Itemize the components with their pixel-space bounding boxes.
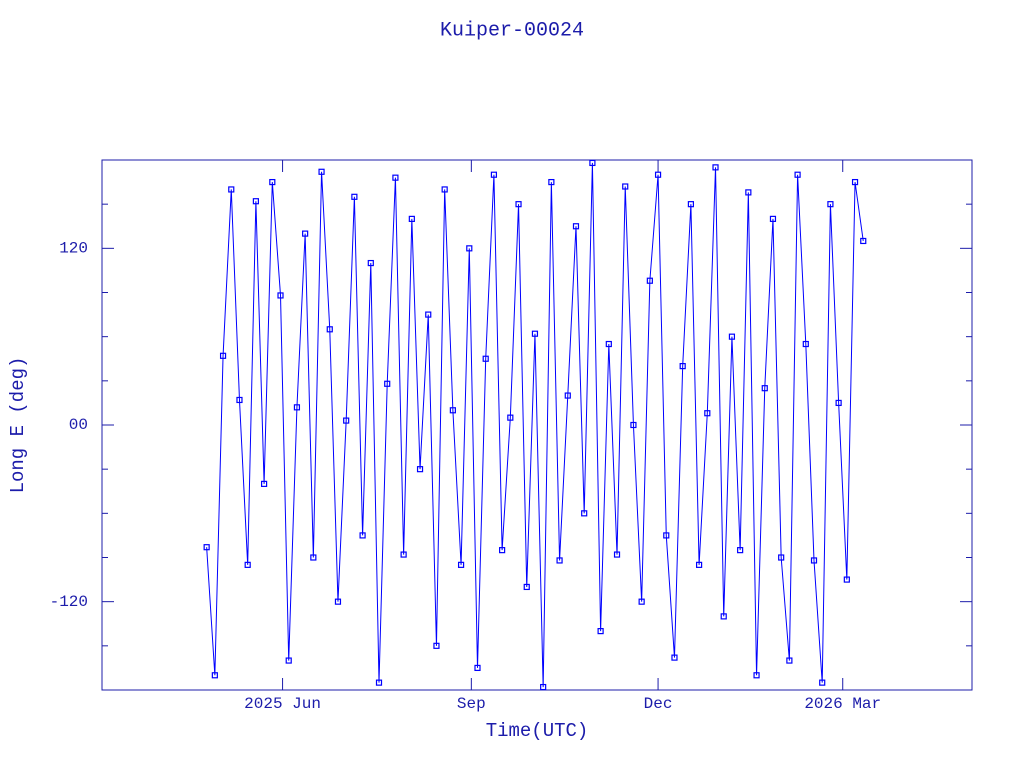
data-marker [794,171,801,178]
data-marker [457,561,465,568]
data-marker [277,292,284,299]
data-marker [851,178,859,186]
data-marker [802,340,809,348]
data-marker [310,554,317,561]
data-marker [318,168,325,175]
data-marker [712,164,719,171]
data-marker [589,159,596,167]
data-marker [351,193,358,200]
data-marker [359,532,366,539]
x-tick-label: 2026 Mar [804,695,881,713]
data-marker [416,466,424,473]
data-marker [211,672,218,679]
y-tick-label: 120 [59,240,88,258]
data-marker [433,642,440,649]
y-axis-label: Long E (deg) [7,357,29,494]
data-marker [843,576,850,583]
data-marker [302,230,309,237]
data-marker [367,259,374,267]
data-marker [400,551,407,558]
data-marker [622,183,629,190]
data-marker [704,410,711,417]
data-marker [548,178,555,186]
data-marker [613,551,621,558]
data-marker [695,561,703,568]
data-marker [343,417,350,424]
chart-title: Kuiper-00024 [440,19,584,42]
data-marker [408,215,415,222]
data-marker [252,198,259,205]
data-marker [425,311,432,318]
data-marker [597,628,604,635]
data-marker [260,480,268,487]
data-marker [244,561,251,568]
data-marker [466,245,473,252]
data-marker [556,557,563,564]
data-line [206,162,864,688]
data-marker [515,201,522,208]
data-marker [441,186,448,193]
data-marker [507,414,514,421]
x-tick-label: Sep [457,695,486,713]
data-marker [630,421,637,429]
data-marker [482,355,489,362]
data-marker [786,657,793,664]
data-marker [761,385,768,392]
x-tick-label: Dec [644,695,673,713]
data-marker [219,352,227,359]
data-marker [499,547,506,554]
data-marker [654,171,662,178]
data-marker [679,363,686,370]
data-marker [203,544,210,551]
data-marker [334,598,342,605]
data-marker [540,683,547,691]
data-marker [769,215,777,222]
data-marker [835,399,842,407]
data-marker [860,237,867,245]
data-marker [745,189,752,196]
data-marker [671,654,678,661]
y-tick-label: 00 [69,416,88,434]
data-marker [285,657,292,664]
data-marker [326,326,333,333]
data-marker [810,557,818,564]
data-marker [737,547,744,554]
data-marker [384,380,391,387]
data-marker [778,554,785,561]
data-marker [293,404,301,411]
data-marker [523,583,530,591]
data-marker [564,392,571,399]
data-marker [474,664,481,672]
data-marker [646,277,653,284]
data-marker [663,532,670,539]
data-marker [572,223,580,230]
data-marker [490,171,498,178]
x-axis-label: Time(UTC) [486,720,589,742]
data-marker [728,333,736,340]
data-marker [638,598,645,605]
data-marker [269,178,276,186]
data-marker [228,186,235,193]
data-marker [605,340,612,348]
y-tick-label: -120 [50,593,88,611]
data-marker [392,174,399,181]
data-marker [819,679,826,686]
data-marker [236,396,243,404]
data-marker [827,201,834,208]
data-marker [581,510,588,517]
data-marker [449,407,456,414]
x-tick-label: 2025 Jun [244,695,321,713]
data-marker [720,613,727,620]
data-marker [375,679,383,686]
data-marker [531,330,539,337]
data-marker [753,672,760,679]
data-marker [687,201,694,208]
